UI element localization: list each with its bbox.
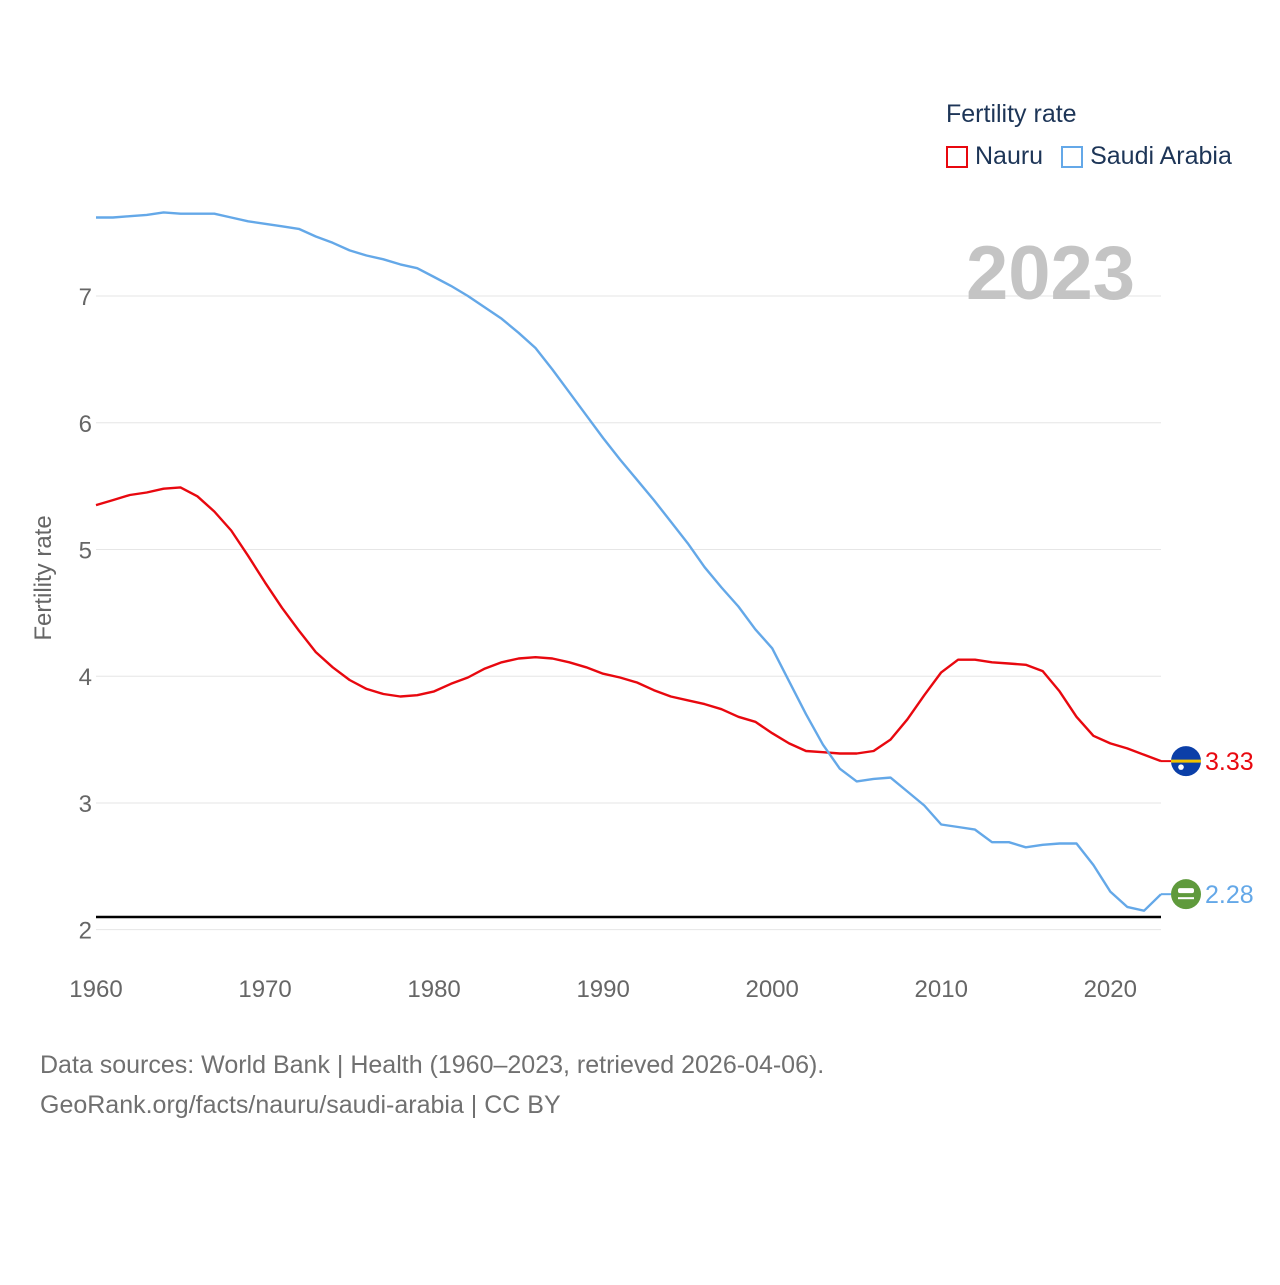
y-tick-label-5: 5	[79, 537, 92, 564]
series-line-saudi-arabia[interactable]	[96, 211, 1162, 912]
end-markers: 3.33 2.28	[1161, 746, 1254, 910]
saudi-flag-sword	[1178, 897, 1194, 900]
legend-title: Fertility rate	[946, 100, 1077, 128]
legend-label-saudi-arabia: Saudi Arabia	[1090, 142, 1232, 170]
flag-icon-saudi-arabia	[1171, 879, 1201, 910]
legend-swatch-nauru	[946, 145, 968, 168]
x-tick-label-2000: 2000	[745, 976, 798, 1003]
y-axis-label: Fertility rate	[30, 515, 57, 640]
gridlines	[96, 295, 1161, 931]
y-tick-label-7: 7	[79, 284, 92, 311]
x-tick-label-1990: 1990	[576, 976, 629, 1003]
axes: 2 3 4 5 6 7 1960 1970 1980 1990 2000 2010 2020 Fertil…	[30, 284, 1137, 1003]
legend: Nauru Saudi Arabia	[946, 142, 1250, 171]
x-tick-label-2020: 2020	[1084, 976, 1137, 1003]
source-line-data: Data sources: World Bank | Health (1960–…	[40, 1051, 825, 1079]
y-tick-label-6: 6	[79, 411, 92, 438]
nauru-flag-stripe	[1171, 759, 1201, 763]
saudi-flag-disc	[1171, 879, 1201, 910]
source-line-url[interactable]: GeoRank.org/facts/nauru/saudi-arabia | C…	[40, 1091, 561, 1119]
x-tick-label-1970: 1970	[238, 976, 291, 1003]
legend-item-saudi-arabia[interactable]: Saudi Arabia	[1061, 142, 1232, 171]
series-line-nauru[interactable]	[95, 486, 1162, 763]
year-stamp: 2023	[966, 231, 1136, 316]
y-tick-label-2: 2	[79, 918, 92, 945]
legend-label-nauru: Nauru	[975, 142, 1044, 170]
y-tick-label-4: 4	[79, 664, 92, 691]
y-tick-label-3: 3	[79, 791, 92, 818]
legend-swatch-saudi-arabia	[1061, 145, 1084, 168]
nauru-flag-star	[1178, 764, 1184, 770]
legend-item-nauru[interactable]: Nauru	[946, 142, 1043, 171]
flag-icon-nauru	[1171, 746, 1201, 777]
end-value-label-nauru: 3.33	[1205, 748, 1254, 776]
source-attribution: Data sources: World Bank | Health (1960–…	[40, 1045, 824, 1125]
x-tick-label-1960: 1960	[69, 976, 122, 1003]
series-lines	[95, 211, 1162, 912]
end-value-label-saudi-arabia: 2.28	[1205, 881, 1254, 909]
x-tick-label-1980: 1980	[407, 976, 460, 1003]
x-tick-label-2010: 2010	[915, 976, 968, 1003]
saudi-flag-script	[1178, 888, 1194, 894]
